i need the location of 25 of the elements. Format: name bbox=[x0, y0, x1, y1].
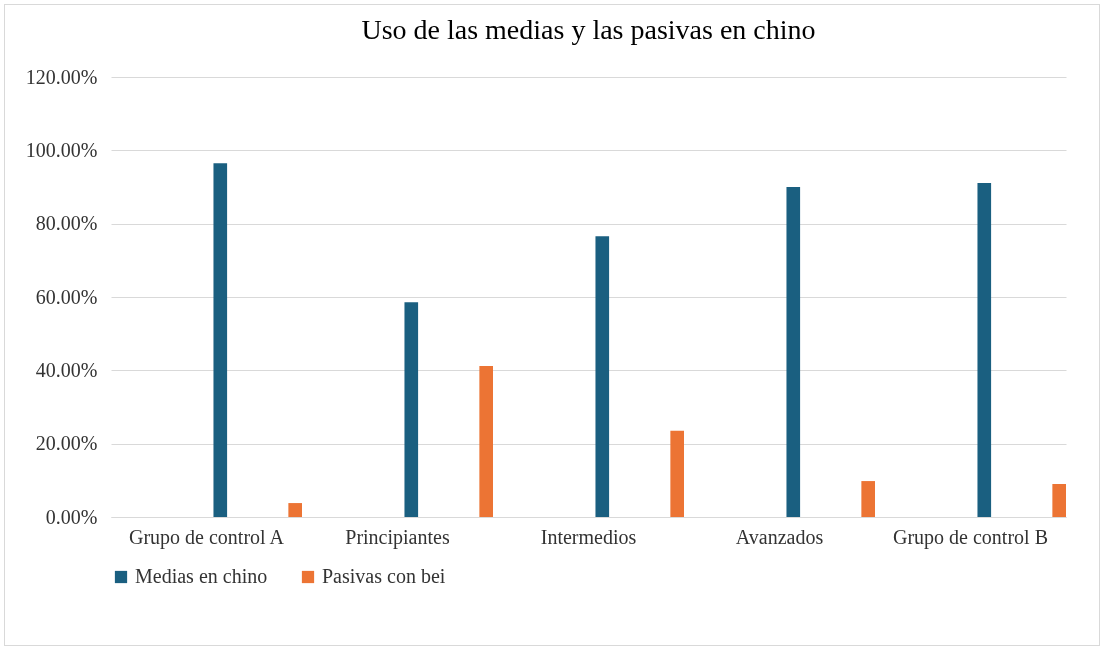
bar bbox=[288, 503, 302, 517]
bar bbox=[213, 163, 228, 517]
y-tick-label: 80.00% bbox=[35, 212, 98, 235]
bar bbox=[479, 365, 493, 517]
x-tick-label: Principiantes bbox=[345, 525, 450, 549]
bar bbox=[786, 187, 801, 517]
x-tick-label: Intermedios bbox=[540, 525, 637, 548]
legend-label: Medias en chino bbox=[135, 565, 268, 587]
x-tick-label: Grupo de control B bbox=[893, 525, 1048, 549]
x-tick-label: Grupo de control A bbox=[129, 525, 285, 549]
y-tick-label: 120.00% bbox=[25, 65, 98, 88]
bar bbox=[670, 430, 684, 517]
y-tick-label: 20.00% bbox=[35, 432, 98, 455]
bar bbox=[977, 182, 992, 517]
legend-label: Pasivas con bei bbox=[322, 565, 446, 587]
x-tick-label: Avanzados bbox=[735, 525, 824, 548]
bar bbox=[861, 481, 875, 517]
y-tick-label: 0.00% bbox=[45, 505, 98, 528]
bar bbox=[1052, 484, 1066, 517]
bar bbox=[404, 302, 419, 517]
bar bbox=[595, 236, 610, 517]
y-tick-label: 100.00% bbox=[25, 138, 98, 161]
y-tick-label: 40.00% bbox=[35, 358, 98, 381]
y-tick-label: 60.00% bbox=[35, 285, 98, 308]
chart-title: Uso de las medias y las pasivas en chino bbox=[361, 14, 816, 45]
